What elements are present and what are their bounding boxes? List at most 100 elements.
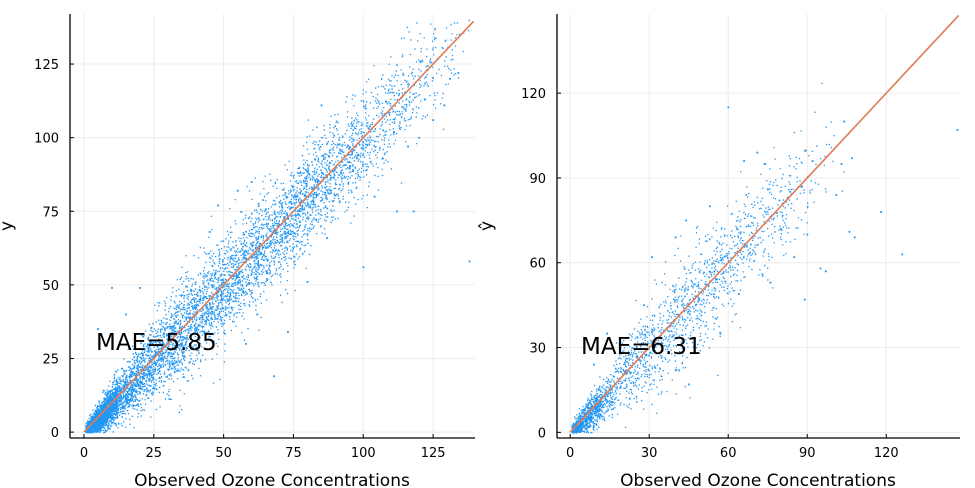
scatter-point xyxy=(395,210,398,213)
scatter-point xyxy=(362,266,365,269)
scatter-point xyxy=(901,253,904,256)
x-tick-label: 0 xyxy=(566,446,574,461)
scatter-point xyxy=(793,256,796,259)
scatter-point xyxy=(708,205,711,208)
scatter-point xyxy=(457,72,460,74)
scatter-point xyxy=(382,157,384,160)
scatter-point xyxy=(217,204,220,207)
scatter-point xyxy=(356,154,359,157)
y-tick-label: 120 xyxy=(521,87,546,102)
reference-line-left xyxy=(83,20,475,433)
x-tick-label: 75 xyxy=(285,446,302,461)
scatter-point xyxy=(811,160,814,162)
scatter-point xyxy=(719,332,722,335)
scatter-point xyxy=(685,219,688,222)
reference-line-right xyxy=(569,14,960,433)
scatter-point xyxy=(97,328,99,331)
scatter-point xyxy=(412,210,415,213)
scatter-point xyxy=(287,331,289,333)
scatter-point xyxy=(208,231,211,233)
y-tick-label: 25 xyxy=(42,353,59,368)
mae-annotation-right: MAE=6.31 xyxy=(581,334,702,360)
scatter-point xyxy=(780,228,782,230)
scatter-point xyxy=(843,120,846,123)
scatter-point xyxy=(236,189,239,192)
y-tick-label: 125 xyxy=(34,58,59,73)
scatter-points-right xyxy=(571,82,959,434)
scatter-point xyxy=(643,304,645,307)
chart-panel-left: 0 25 50 75 100 125 0 25 50 75 100 125 Observed Ozon… xyxy=(0,14,475,488)
scatter-point xyxy=(125,313,127,316)
scatter-point xyxy=(824,270,827,273)
y-tick-label: 50 xyxy=(42,279,59,294)
scatter-point xyxy=(956,129,959,131)
scatter-point xyxy=(756,151,759,154)
scatter-point xyxy=(351,125,354,127)
scatter-point xyxy=(853,236,856,239)
grid-right xyxy=(557,14,960,438)
scatter-point xyxy=(418,136,421,139)
scatter-point xyxy=(840,163,843,165)
y-tick-label: 0 xyxy=(538,426,546,441)
x-axis-title-left: Observed Ozone Concentrations xyxy=(134,471,410,488)
y-tick-label: 30 xyxy=(529,342,546,357)
scatter-point xyxy=(111,287,113,289)
scatter-point xyxy=(250,181,253,183)
x-tick-label: 90 xyxy=(799,446,816,461)
x-tick-label: 100 xyxy=(351,446,376,461)
scatter-point xyxy=(432,119,435,121)
scatter-point xyxy=(801,185,803,188)
scatter-point xyxy=(848,230,851,233)
scatter-point xyxy=(320,104,323,107)
scatter-point xyxy=(769,281,772,284)
scatter-point xyxy=(393,130,395,133)
x-tick-label: 0 xyxy=(80,446,88,461)
y-axis-title-right: ŷ xyxy=(477,221,497,231)
y-tick-label: 90 xyxy=(529,172,546,187)
x-axis-title-right: Observed Ozone Concentrations xyxy=(620,471,896,488)
y-tick-label: 100 xyxy=(34,132,59,147)
scatter-point xyxy=(273,375,275,378)
tick-labels-right: 0 30 60 90 120 0 30 60 90 120 xyxy=(521,87,898,461)
axes-right xyxy=(556,14,960,439)
axes-left xyxy=(69,14,475,439)
scatter-point xyxy=(806,233,809,236)
mae-annotation-left: MAE=5.85 xyxy=(96,330,217,356)
scatter-point xyxy=(727,106,730,109)
chart-panel-right: 0 30 60 90 120 0 30 60 90 120 Observed Ozone Conc… xyxy=(477,14,960,488)
scatter-point xyxy=(340,172,342,174)
y-axis-title-left: y xyxy=(0,221,17,231)
scatter-point xyxy=(674,369,677,372)
scatter-point xyxy=(819,267,822,270)
scatter-point xyxy=(593,363,595,366)
scatter-point xyxy=(256,313,259,316)
scatter-point-cloud xyxy=(85,19,470,434)
scatter-point xyxy=(326,236,328,239)
identity-line xyxy=(569,14,960,433)
scatter-point xyxy=(880,211,882,213)
x-tick-label: 60 xyxy=(720,446,737,461)
scatter-point xyxy=(306,281,309,283)
y-tick-label: 75 xyxy=(42,205,59,220)
scatter-point xyxy=(851,157,854,160)
scatter-point xyxy=(449,77,451,80)
scatter-point xyxy=(423,98,426,101)
x-tick-label: 25 xyxy=(146,446,163,461)
scatter-point xyxy=(606,332,609,335)
x-tick-label: 125 xyxy=(421,446,446,461)
scatter-point xyxy=(373,195,376,198)
scatter-point xyxy=(764,163,767,165)
scatter-point xyxy=(687,383,690,386)
x-tick-label: 120 xyxy=(874,446,899,461)
y-tick-label: 0 xyxy=(51,426,59,441)
scatter-point xyxy=(139,287,141,289)
identity-line xyxy=(83,20,475,433)
tick-labels-left: 0 25 50 75 100 125 0 25 50 75 100 125 xyxy=(34,58,445,461)
x-tick-label: 50 xyxy=(215,446,232,461)
y-tick-label: 60 xyxy=(529,257,546,272)
scatter-point xyxy=(443,104,446,107)
scatter-point xyxy=(651,256,653,259)
scatter-point xyxy=(803,298,806,301)
scatter-point xyxy=(407,145,409,148)
